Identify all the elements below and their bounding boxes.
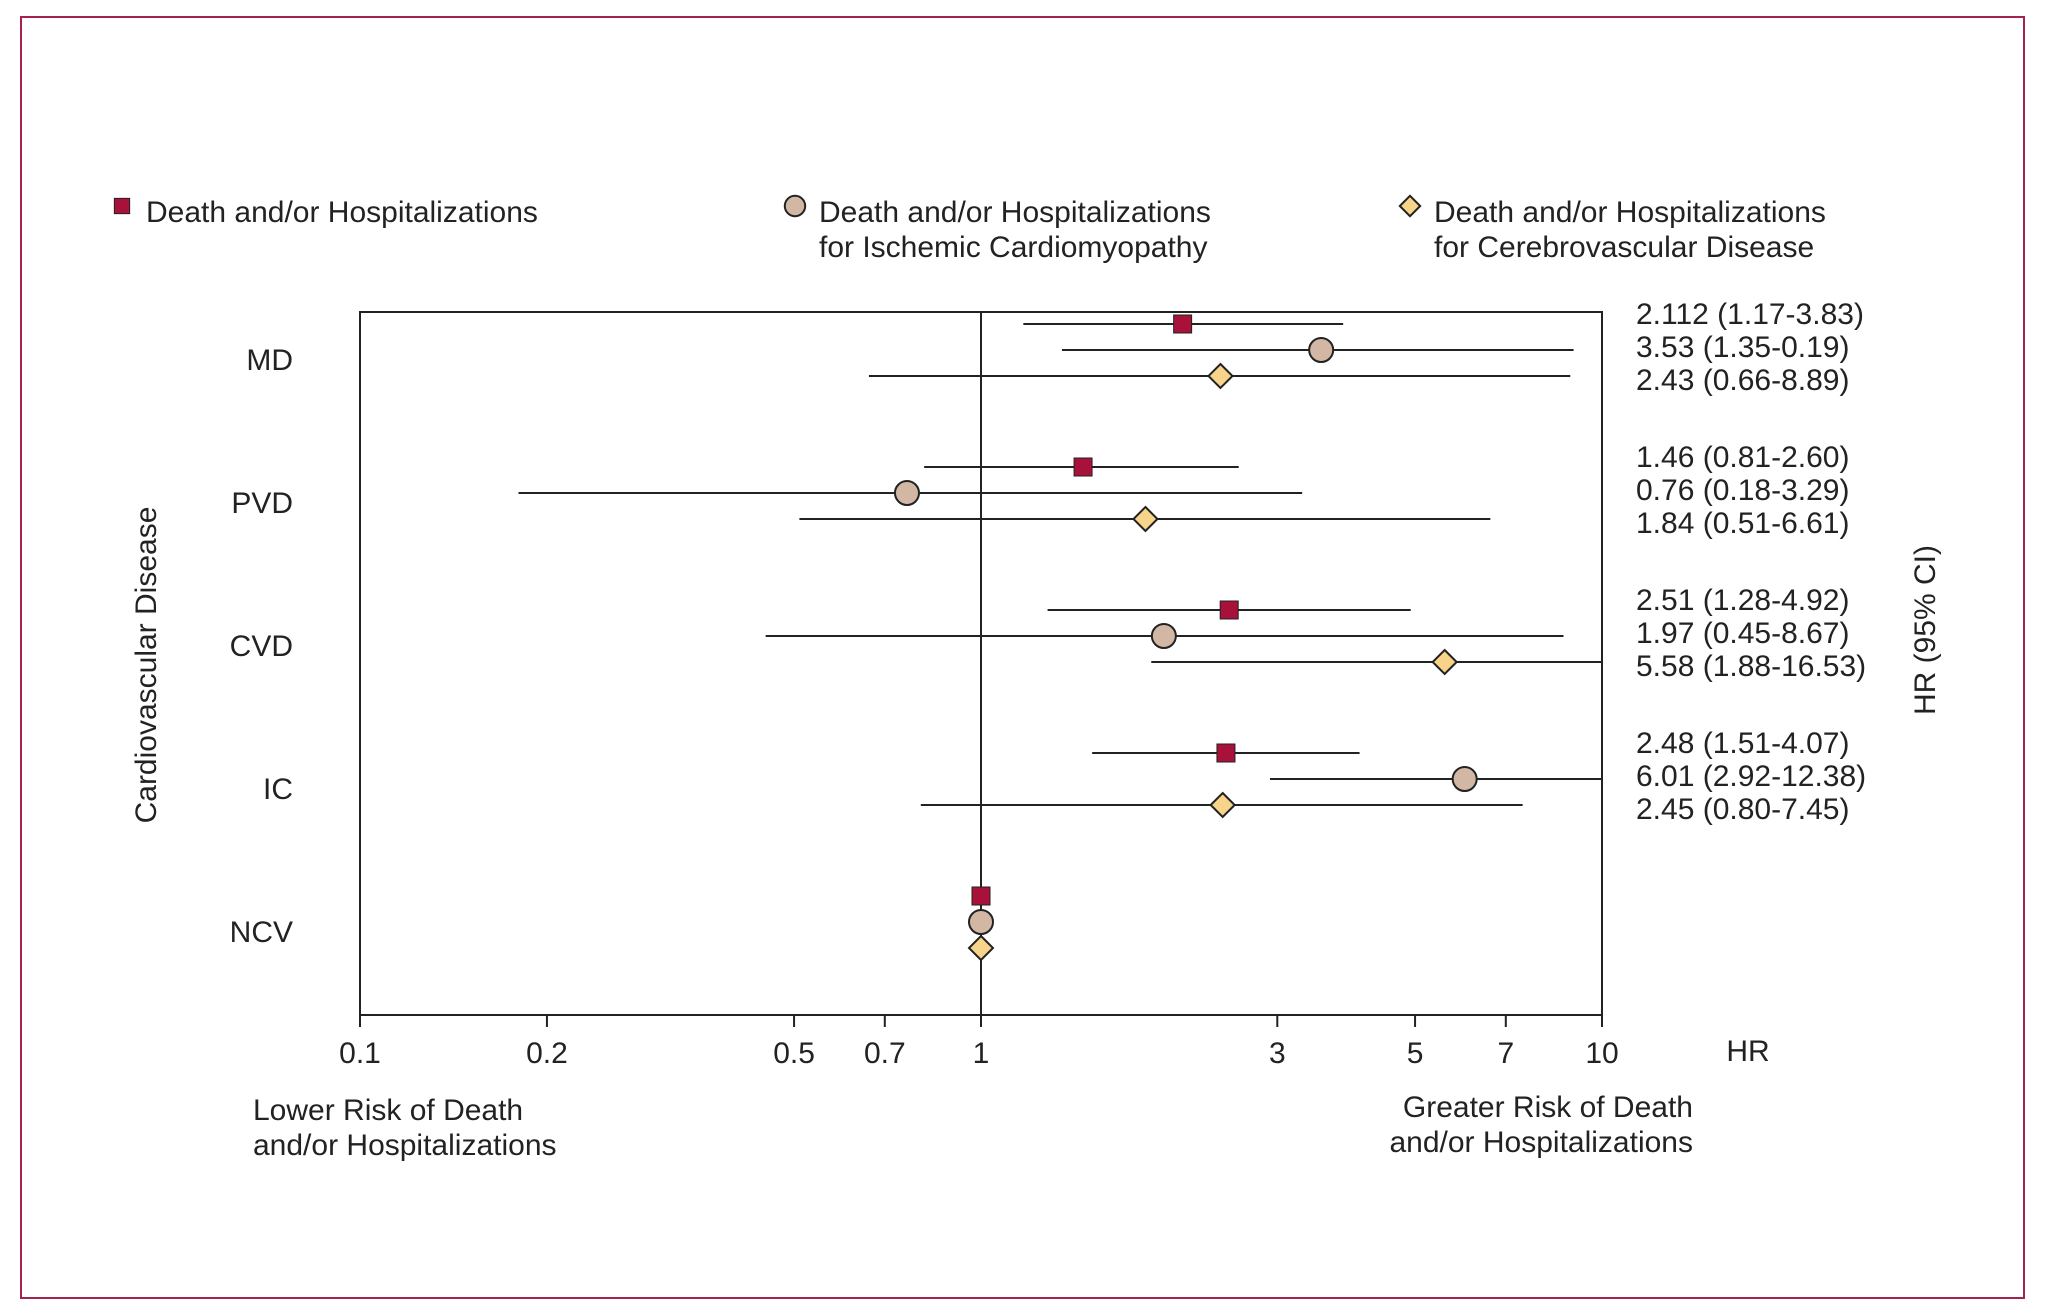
legend-label: Death and/or Hospitalizations bbox=[819, 196, 1211, 229]
point-circle bbox=[1451, 766, 1478, 792]
legend-label: for Cerebrovascular Disease bbox=[1434, 231, 1814, 264]
lower-risk-note: and/or Hospitalizations bbox=[253, 1129, 557, 1162]
hr-ci-label: 1.46 (0.81-2.60) bbox=[1636, 441, 1849, 474]
point-diamond bbox=[1132, 505, 1159, 533]
point-diamond bbox=[967, 934, 995, 962]
hr-ci-label: 1.84 (0.51-6.61) bbox=[1636, 507, 1849, 540]
point-square bbox=[971, 886, 991, 906]
x-tick-label: 0.5 bbox=[773, 1037, 815, 1070]
greater-risk-note: Greater Risk of Death bbox=[1403, 1091, 1693, 1124]
hr-ci-label: 6.01 (2.92-12.38) bbox=[1636, 760, 1866, 793]
hr-ci-label: 5.58 (1.88-16.53) bbox=[1636, 650, 1866, 683]
legend-marker-diamond bbox=[1398, 194, 1422, 218]
x-axis-label: HR bbox=[1726, 1035, 1769, 1068]
group-label-ncv: NCV bbox=[230, 916, 293, 949]
point-square bbox=[1073, 457, 1093, 477]
point-square bbox=[1173, 314, 1193, 334]
group-label-cvd: CVD bbox=[230, 630, 293, 663]
hr-ci-label: 3.53 (1.35-0.19) bbox=[1636, 331, 1849, 364]
x-tick-label: 0.7 bbox=[864, 1037, 906, 1070]
point-diamond bbox=[1431, 648, 1459, 676]
group-label-pvd: PVD bbox=[231, 487, 293, 520]
hr-ci-label: 2.51 (1.28-4.92) bbox=[1636, 584, 1849, 617]
hr-ci-label: 2.112 (1.17-3.83) bbox=[1636, 298, 1864, 331]
x-tick-label: 7 bbox=[1497, 1037, 1514, 1070]
greater-risk-note: and/or Hospitalizations bbox=[1389, 1126, 1693, 1159]
x-tick-label: 3 bbox=[1269, 1037, 1286, 1070]
y-axis-title: Cardiovascular Disease bbox=[130, 507, 163, 824]
legend-label: Death and/or Hospitalizations bbox=[1434, 196, 1826, 229]
legend-label: for Ischemic Cardiomyopathy bbox=[819, 231, 1207, 264]
legend-marker-circle bbox=[783, 194, 807, 218]
hr-ci-label: 1.97 (0.45-8.67) bbox=[1636, 617, 1849, 650]
hr-ci-label: 2.43 (0.66-8.89) bbox=[1636, 364, 1849, 397]
x-tick-label: 0.1 bbox=[339, 1037, 381, 1070]
hr-ci-label: 2.45 (0.80-7.45) bbox=[1636, 793, 1849, 826]
point-circle bbox=[893, 480, 920, 506]
point-circle bbox=[1150, 623, 1177, 649]
right-axis-title: HR (95% CI) bbox=[1909, 545, 1942, 715]
point-square bbox=[1219, 600, 1239, 620]
legend-marker-square bbox=[113, 197, 131, 215]
point-circle bbox=[1308, 337, 1335, 363]
group-label-md: MD bbox=[246, 344, 293, 377]
legend-label: Death and/or Hospitalizations bbox=[146, 196, 538, 229]
point-circle bbox=[968, 909, 994, 935]
x-tick-label: 0.2 bbox=[526, 1037, 568, 1070]
x-tick-label: 10 bbox=[1585, 1037, 1618, 1070]
figure-frame bbox=[20, 16, 2025, 1299]
point-diamond bbox=[1207, 362, 1234, 390]
hr-ci-label: 0.76 (0.18-3.29) bbox=[1636, 474, 1849, 507]
hr-ci-label: 2.48 (1.51-4.07) bbox=[1636, 727, 1849, 760]
x-tick-label: 5 bbox=[1407, 1037, 1424, 1070]
lower-risk-note: Lower Risk of Death bbox=[253, 1094, 523, 1127]
point-square bbox=[1216, 743, 1236, 763]
group-label-ic: IC bbox=[263, 773, 293, 806]
point-diamond bbox=[1209, 791, 1237, 819]
x-tick-label: 1 bbox=[973, 1037, 990, 1070]
